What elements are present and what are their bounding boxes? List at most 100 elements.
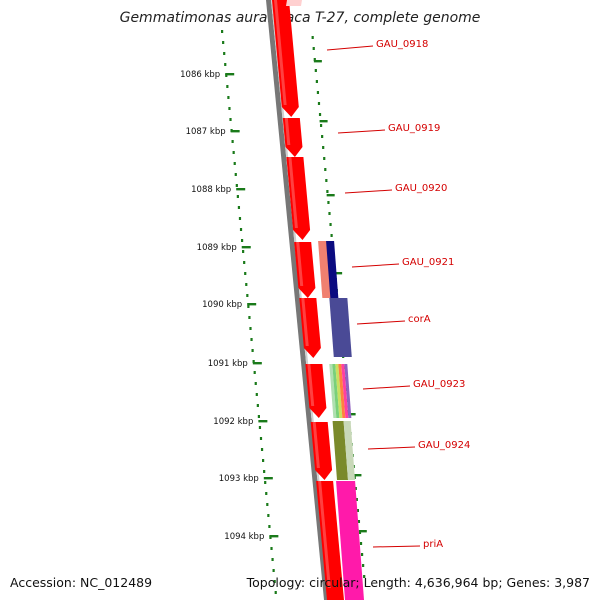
track-yellowgreen	[335, 364, 343, 418]
guide-dot	[356, 509, 359, 512]
guide-dot	[260, 448, 264, 451]
tick-label: 1090 kbp	[202, 300, 242, 310]
guide-dot	[227, 96, 230, 99]
guide-dot	[254, 382, 257, 385]
guide-dot	[239, 228, 243, 231]
guide-dot	[313, 58, 316, 61]
track-green-light	[329, 364, 337, 418]
guide-dot	[242, 250, 245, 253]
guide-dot	[248, 316, 251, 319]
guide-dot	[252, 360, 255, 363]
tick-mark	[230, 130, 240, 133]
guide-dot	[229, 118, 232, 121]
gene-labels: GAU_0918 GAU_0919 GAU_0920 GAU_0921 corA GAU_…	[326, 39, 470, 550]
tick-label: 1089 kbp	[197, 243, 237, 253]
gene-label: GAU_0919	[388, 123, 440, 134]
accession-text: Accession: NC_012489	[10, 575, 153, 590]
track-pink	[336, 481, 364, 600]
tick-label: 1087 kbp	[186, 127, 226, 137]
guide-dot	[267, 514, 270, 517]
guide-dot	[246, 294, 249, 297]
guide-dot	[249, 327, 252, 330]
track-navy	[326, 241, 339, 298]
tick-mark	[326, 194, 335, 197]
track-magenta	[341, 364, 349, 418]
guide-dot	[256, 404, 259, 407]
guide-dot	[355, 498, 358, 501]
gene-label: GAU_0918	[376, 39, 428, 50]
track-green	[332, 364, 340, 418]
guide-dot	[272, 569, 275, 572]
tick-mark	[313, 60, 322, 63]
gene-label: GAU_0921	[402, 257, 454, 268]
tick-mark	[225, 73, 235, 76]
tick-label: 1092 kbp	[213, 417, 253, 427]
label-connector	[337, 129, 386, 134]
gene-label: priA	[423, 539, 443, 550]
guide-dot	[233, 162, 236, 165]
guide-dot	[317, 102, 321, 105]
guide-dot	[324, 168, 327, 171]
guide-dot	[323, 157, 326, 160]
guide-dot	[354, 487, 357, 490]
gene-highlight	[274, 0, 287, 105]
guide-dot	[319, 124, 323, 127]
tick-label: 1093 kbp	[219, 474, 259, 484]
label-connector	[372, 545, 421, 548]
guide-dot	[273, 580, 276, 583]
tick-label: 1086 kbp	[180, 70, 220, 80]
topology-text: Topology: circular; Length: 4,636,964 bp…	[246, 575, 590, 590]
label-connector	[326, 45, 374, 51]
guide-dot	[223, 52, 226, 55]
tick-mark	[269, 535, 279, 538]
guide-dot	[222, 41, 225, 44]
genome-title: Gemmatimonas aurantiaca T-27, complete g…	[119, 10, 481, 26]
tick-label: 1088 kbp	[191, 185, 231, 195]
tick-label: 1091 kbp	[208, 359, 248, 369]
guide-dot	[362, 564, 365, 567]
guide-dot	[359, 542, 363, 545]
guide-dot	[330, 234, 333, 237]
guide-dot	[258, 426, 262, 429]
guide-dot	[314, 69, 317, 72]
guide-dot	[264, 481, 267, 484]
guide-dot	[316, 91, 320, 94]
gene-highlight	[301, 298, 309, 346]
tick-mark	[347, 413, 356, 416]
tick-mark	[258, 420, 268, 423]
guide-dot	[360, 553, 364, 556]
guide-dot	[358, 531, 362, 534]
track-orange	[338, 364, 346, 418]
track-pale	[343, 421, 355, 480]
guide-dot	[244, 272, 247, 275]
label-connector	[367, 446, 416, 450]
guide-dot	[238, 217, 242, 220]
gene-highlight	[284, 118, 291, 145]
gene-highlight	[312, 422, 320, 468]
guide-dot	[253, 371, 256, 374]
guide-dot	[363, 575, 366, 578]
guide-dot	[274, 591, 277, 594]
track-purple	[344, 364, 352, 418]
guide-dot	[268, 525, 271, 528]
gene-highlight	[296, 242, 304, 286]
guide-dot	[271, 558, 274, 561]
gene-label: GAU_0920	[395, 183, 447, 194]
tick-mark	[236, 188, 246, 191]
guide-dot	[221, 30, 224, 33]
tick-mark	[241, 246, 251, 249]
guide-dot	[312, 47, 315, 50]
guide-dot	[236, 195, 239, 198]
gene-highlight	[307, 364, 315, 406]
gene-label: GAU_0924	[418, 440, 470, 451]
guide-dot	[231, 140, 234, 143]
guide-dot	[327, 201, 330, 204]
label-connector	[356, 320, 406, 325]
track-olive	[332, 421, 348, 480]
guide-dot	[266, 503, 269, 506]
guide-dot	[237, 206, 241, 209]
guide-dot	[232, 151, 235, 154]
guide-dot	[228, 107, 231, 110]
label-connector	[351, 263, 400, 268]
